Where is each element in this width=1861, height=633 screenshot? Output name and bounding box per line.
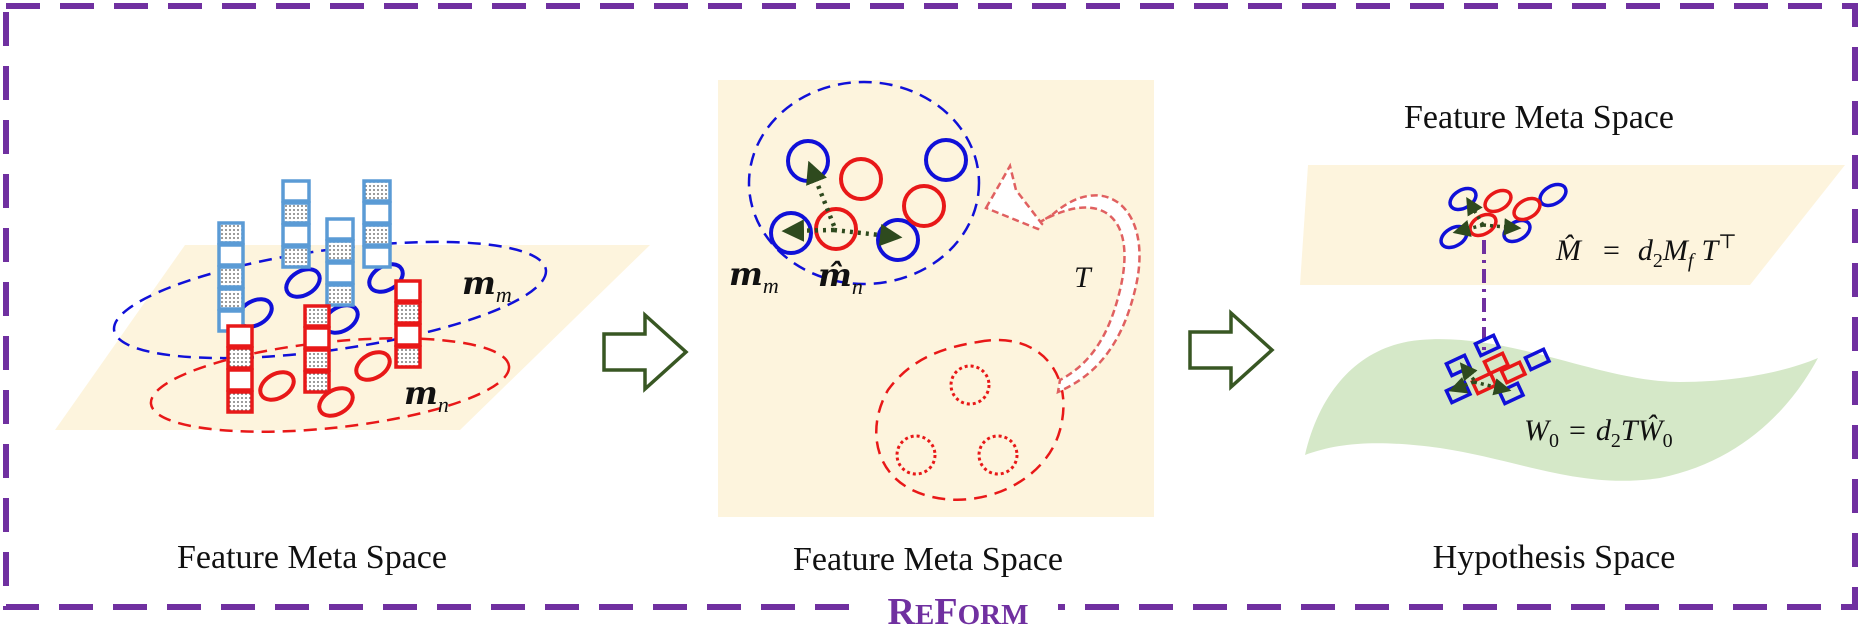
- label-m-m-left: mm: [462, 264, 512, 307]
- panel-right: Feature Meta Space: [1300, 99, 1845, 576]
- block-arrow-right-icon: [602, 311, 689, 393]
- cluster-mm-circle: [747, 80, 981, 286]
- caption-middle: Feature Meta Space: [793, 541, 1063, 578]
- dotted-double-arrow-icon: [1448, 362, 1512, 396]
- red-feature-columns: [226, 279, 422, 414]
- cluster-mn-egg: [875, 338, 1065, 501]
- label-m-m-middle: mm: [729, 255, 779, 298]
- caption-left: Feature Meta Space: [177, 539, 447, 576]
- brand-label: REFORM: [888, 591, 1029, 633]
- label-m-n-left: mn: [404, 374, 449, 417]
- caption-hypothesis-space: Hypothesis Space: [1433, 539, 1676, 576]
- cluster-mm-outline: [112, 240, 548, 360]
- panel-middle: mm m̂n T Feature Meta Space: [718, 80, 1154, 578]
- panel-left: mm mn Feature Meta Space: [55, 179, 650, 576]
- dotted-double-arrow-icon: [781, 160, 903, 247]
- feature-meta-plane-right: [1300, 165, 1845, 285]
- equation-mhat: M̂ = d2Mf T⊤: [1555, 231, 1737, 272]
- label-mhat-n-middle: m̂n: [818, 256, 863, 299]
- block-arrow-right-icon: [1188, 309, 1275, 391]
- blue-feature-columns: [217, 179, 392, 333]
- curved-transform-arrow-icon: [984, 162, 1141, 395]
- hypothesis-space-manifold: [1305, 339, 1818, 481]
- red-dotted-samples: [895, 364, 1019, 476]
- label-t-middle: T: [1074, 261, 1093, 294]
- feature-meta-plane-left: [55, 245, 650, 430]
- equation-w0: W0 = d2TŴ0: [1524, 414, 1673, 452]
- brand-label-backdrop: [858, 588, 1058, 632]
- title-feature-meta-right: Feature Meta Space: [1404, 99, 1674, 136]
- dotted-double-arrow-icon: [1452, 196, 1522, 237]
